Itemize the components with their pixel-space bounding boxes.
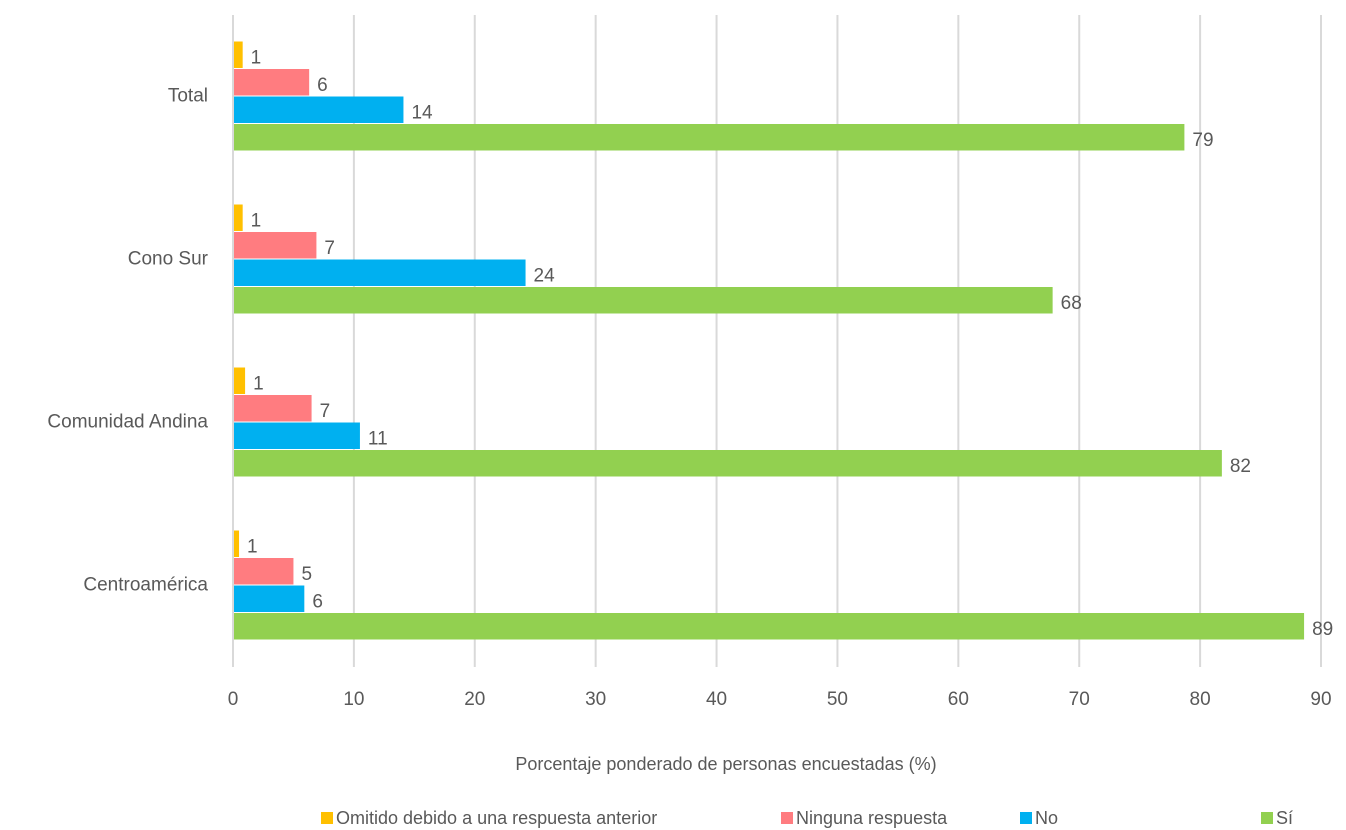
y-tick-label: Total [168,86,208,107]
bar [233,96,404,123]
x-tick-label: 20 [464,689,485,710]
data-label: 1 [251,210,262,231]
legend-swatch [781,812,793,824]
y-tick-label: Cono Sur [128,249,209,270]
legend-swatch [321,812,333,824]
data-label: 79 [1192,130,1213,151]
x-tick-label: 80 [1190,689,1211,710]
y-tick-label: Centroamérica [83,575,208,596]
x-axis-label: Porcentaje ponderado de personas encuest… [515,754,936,774]
x-tick-label: 50 [827,689,848,710]
bar [233,450,1222,477]
x-tick-label: 60 [948,689,969,710]
data-label: 11 [368,428,388,449]
data-label: 1 [247,536,258,557]
data-label: 1 [253,373,264,394]
data-label: 6 [312,591,323,612]
bar [233,585,305,612]
data-label: 24 [534,265,556,286]
y-tick-label: Comunidad Andina [47,412,208,433]
legend-label: Sí [1276,808,1293,828]
data-label: 5 [301,564,312,585]
data-label: 1 [251,47,262,68]
bar [233,69,310,96]
bar [233,613,1305,640]
x-tick-label: 40 [706,689,727,710]
legend-label: No [1035,808,1058,828]
x-tick-label: 0 [228,689,239,710]
data-label: 7 [324,238,335,259]
bar [233,259,526,286]
data-label: 14 [411,102,433,123]
bar [233,367,246,394]
bar [233,204,243,231]
bar [233,41,243,68]
data-label: 89 [1312,619,1333,640]
legend-swatch [1261,812,1273,824]
bar [233,124,1185,151]
x-tick-label: 30 [585,689,606,710]
legend-label: Ninguna respuesta [796,808,948,828]
bar [233,287,1053,314]
x-tick-label: 70 [1069,689,1090,710]
bar [233,530,240,557]
legend-swatch [1020,812,1032,824]
bar [233,395,312,422]
bar [233,422,360,449]
data-label: 68 [1061,293,1082,314]
x-tick-label: 90 [1310,689,1331,710]
data-label: 82 [1230,456,1251,477]
data-label: 7 [320,401,331,422]
x-tick-label: 10 [343,689,364,710]
bar [233,558,294,585]
data-label: 6 [317,75,328,96]
bar [233,232,317,259]
legend-label: Omitido debido a una respuesta anterior [336,808,657,828]
